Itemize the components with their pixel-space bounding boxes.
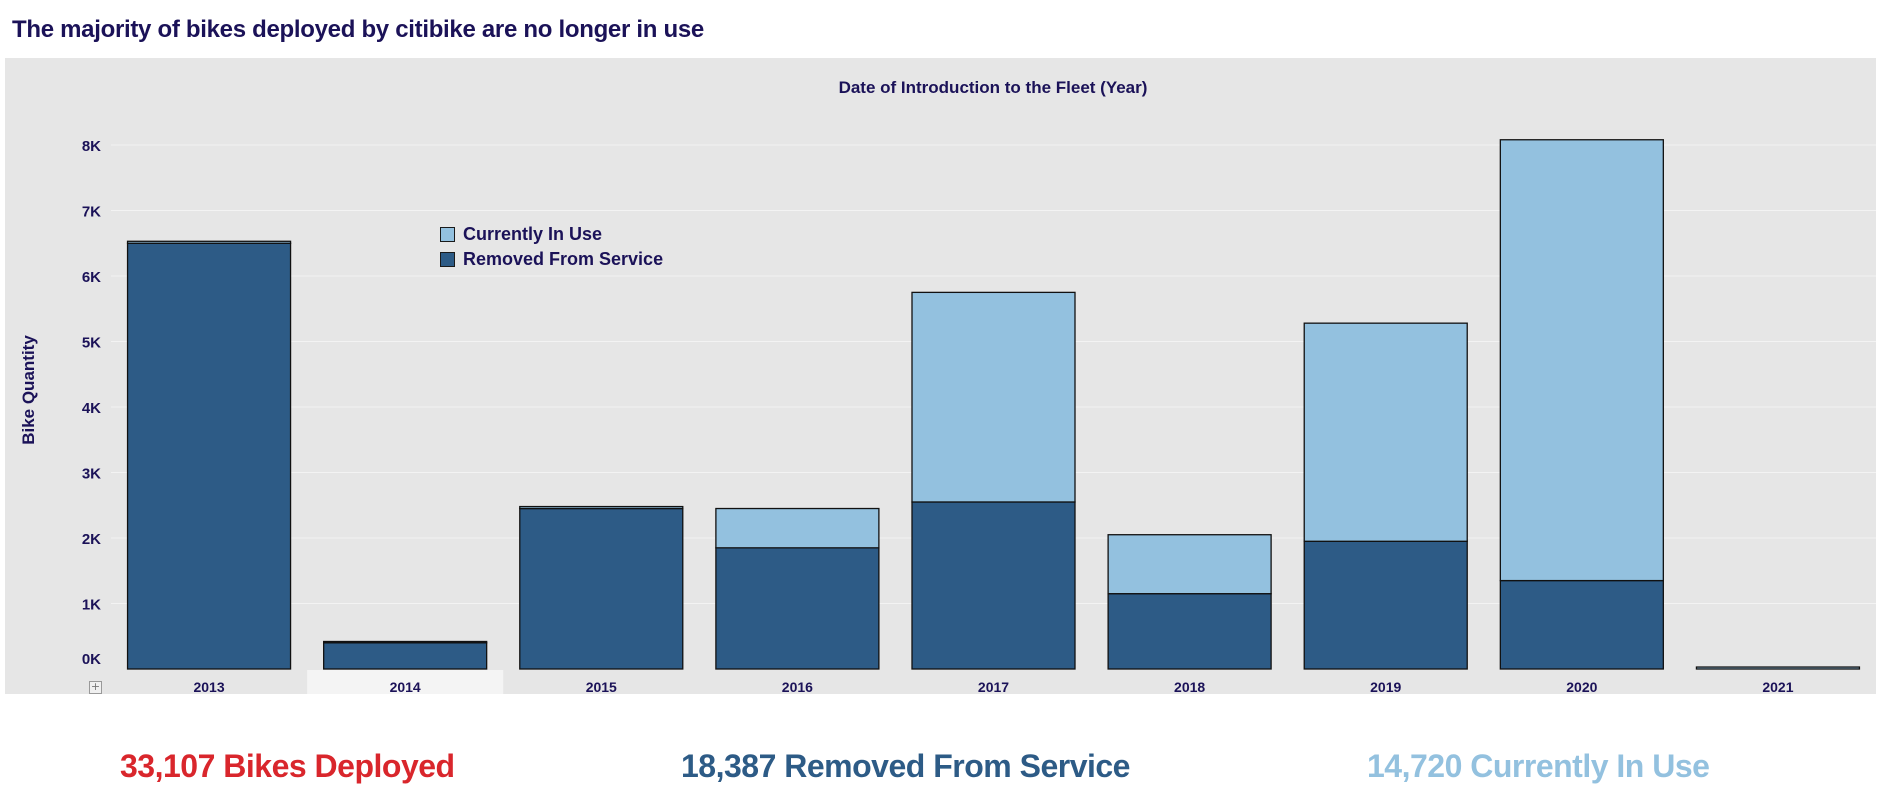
bar-2014-in-use[interactable]: [323, 640, 488, 644]
bar-2015-in-use[interactable]: [519, 505, 684, 510]
bar-2017-in-use[interactable]: [911, 291, 1076, 503]
x-tick-label-2017: 2017: [978, 679, 1009, 695]
legend-label-removed: Removed From Service: [463, 249, 664, 269]
summary-removed-label: Removed From Service: [784, 748, 1130, 784]
y-axis-ticks: 0K 1K 2K 3K 4K 5K 6K 7K 8K: [82, 138, 101, 668]
y-tick-label: 3K: [82, 466, 101, 483]
y-tick-label: 5K: [82, 335, 101, 352]
summary-removed-number: 18,387: [681, 748, 776, 784]
bar-2018-removed[interactable]: [1107, 593, 1272, 670]
y-tick-label: 0K: [82, 651, 101, 668]
bar-2013-removed[interactable]: [126, 242, 292, 670]
x-axis-ticks: 2013 2014 2015 2016 2017 2018 2019 2020 2021: [193, 679, 1793, 695]
legend-item-removed[interactable]: Removed From Service: [440, 247, 663, 272]
y-tick-label: 7K: [82, 204, 101, 221]
summary-currently-in-use: 14,720 Currently In Use: [1367, 748, 1710, 785]
y-tick-label: 8K: [82, 138, 101, 155]
x-tick-label-2019: 2019: [1370, 679, 1401, 695]
summary-removed-from-service: 18,387 Removed From Service: [681, 748, 1130, 785]
y-tick-label: 2K: [82, 531, 101, 548]
legend-item-in-use[interactable]: Currently In Use: [440, 222, 663, 247]
bar-2019-in-use[interactable]: [1303, 322, 1468, 542]
bar-2017-removed[interactable]: [911, 501, 1076, 670]
x-tick-label-2020: 2020: [1566, 679, 1597, 695]
bar-2020-removed[interactable]: [1499, 579, 1664, 670]
x-tick-label-2021: 2021: [1762, 679, 1793, 695]
bars: [126, 139, 1861, 670]
summary-inuse-label: Currently In Use: [1470, 748, 1710, 784]
legend-swatch-in-use: [440, 227, 455, 242]
highlight-layer: [307, 670, 504, 694]
summary-deployed-label: Bikes Deployed: [223, 748, 455, 784]
y-tick-label: 4K: [82, 400, 101, 417]
bar-2020-in-use[interactable]: [1499, 139, 1664, 582]
y-axis-label: Bike Quantity: [19, 335, 38, 445]
bar-2021-in-use[interactable]: [1695, 666, 1861, 670]
bar-2019-removed[interactable]: [1303, 540, 1468, 670]
page-title: The majority of bikes deployed by citibi…: [12, 16, 704, 43]
x-tick-label-2015: 2015: [586, 679, 617, 695]
plus-square-icon[interactable]: +: [89, 680, 102, 694]
legend-label-in-use: Currently In Use: [463, 224, 603, 244]
bar-2016-in-use[interactable]: [715, 507, 880, 549]
summary-inuse-number: 14,720: [1367, 748, 1462, 784]
bar-2016-removed[interactable]: [715, 547, 880, 670]
bar-2014-removed[interactable]: [323, 642, 488, 670]
chart-legend: Currently In Use Removed From Service: [440, 222, 663, 272]
highlighted-category-2014: [307, 670, 504, 694]
bar-2018-in-use[interactable]: [1107, 534, 1272, 595]
bar-2013-in-use[interactable]: [126, 240, 292, 244]
x-tick-label-2014: 2014: [390, 679, 421, 695]
y-tick-label: 1K: [82, 597, 101, 614]
x-tick-label-2016: 2016: [782, 679, 813, 695]
x-tick-label-2018: 2018: [1174, 679, 1205, 695]
chart-title: Date of Introduction to the Fleet (Year): [839, 78, 1148, 97]
summary-deployed-number: 33,107: [120, 748, 215, 784]
summary-bikes-deployed: 33,107 Bikes Deployed: [120, 748, 455, 785]
bar-2015-removed[interactable]: [519, 507, 684, 670]
x-tick-label-2013: 2013: [193, 679, 224, 695]
legend-swatch-removed: [440, 252, 455, 267]
y-tick-label: 6K: [82, 269, 101, 286]
